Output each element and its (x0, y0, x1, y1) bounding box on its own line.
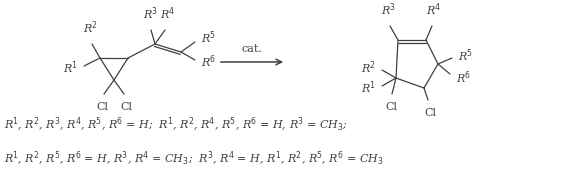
Text: R$^6$: R$^6$ (201, 54, 216, 70)
Text: R$^6$: R$^6$ (456, 70, 471, 86)
Text: R$^5$: R$^5$ (201, 30, 216, 46)
Text: R$^4$: R$^4$ (160, 5, 176, 22)
Text: R$^2$: R$^2$ (82, 19, 97, 36)
Text: R$^3$: R$^3$ (143, 5, 157, 22)
Text: Cl: Cl (424, 108, 436, 118)
Text: R$^1$: R$^1$ (63, 60, 78, 76)
Text: R$^1$: R$^1$ (361, 80, 376, 96)
Text: R$^4$: R$^4$ (426, 1, 442, 18)
Text: Cl: Cl (385, 102, 397, 112)
Text: R$^1$, R$^2$, R$^3$, R$^4$, R$^5$, R$^6$ = H;  R$^1$, R$^2$, R$^4$, R$^5$, R$^6$: R$^1$, R$^2$, R$^3$, R$^4$, R$^5$, R$^6$… (4, 116, 348, 134)
Text: Cl: Cl (120, 102, 132, 112)
Text: cat.: cat. (242, 44, 263, 54)
Text: R$^2$: R$^2$ (361, 60, 376, 76)
Text: Cl: Cl (96, 102, 108, 112)
Text: R$^5$: R$^5$ (458, 48, 473, 64)
Text: R$^3$: R$^3$ (381, 1, 395, 18)
Text: R$^1$, R$^2$, R$^5$, R$^6$ = H, R$^3$, R$^4$ = CH$_3$;  R$^3$, R$^4$ = H, R$^1$,: R$^1$, R$^2$, R$^5$, R$^6$ = H, R$^3$, R… (4, 150, 384, 168)
